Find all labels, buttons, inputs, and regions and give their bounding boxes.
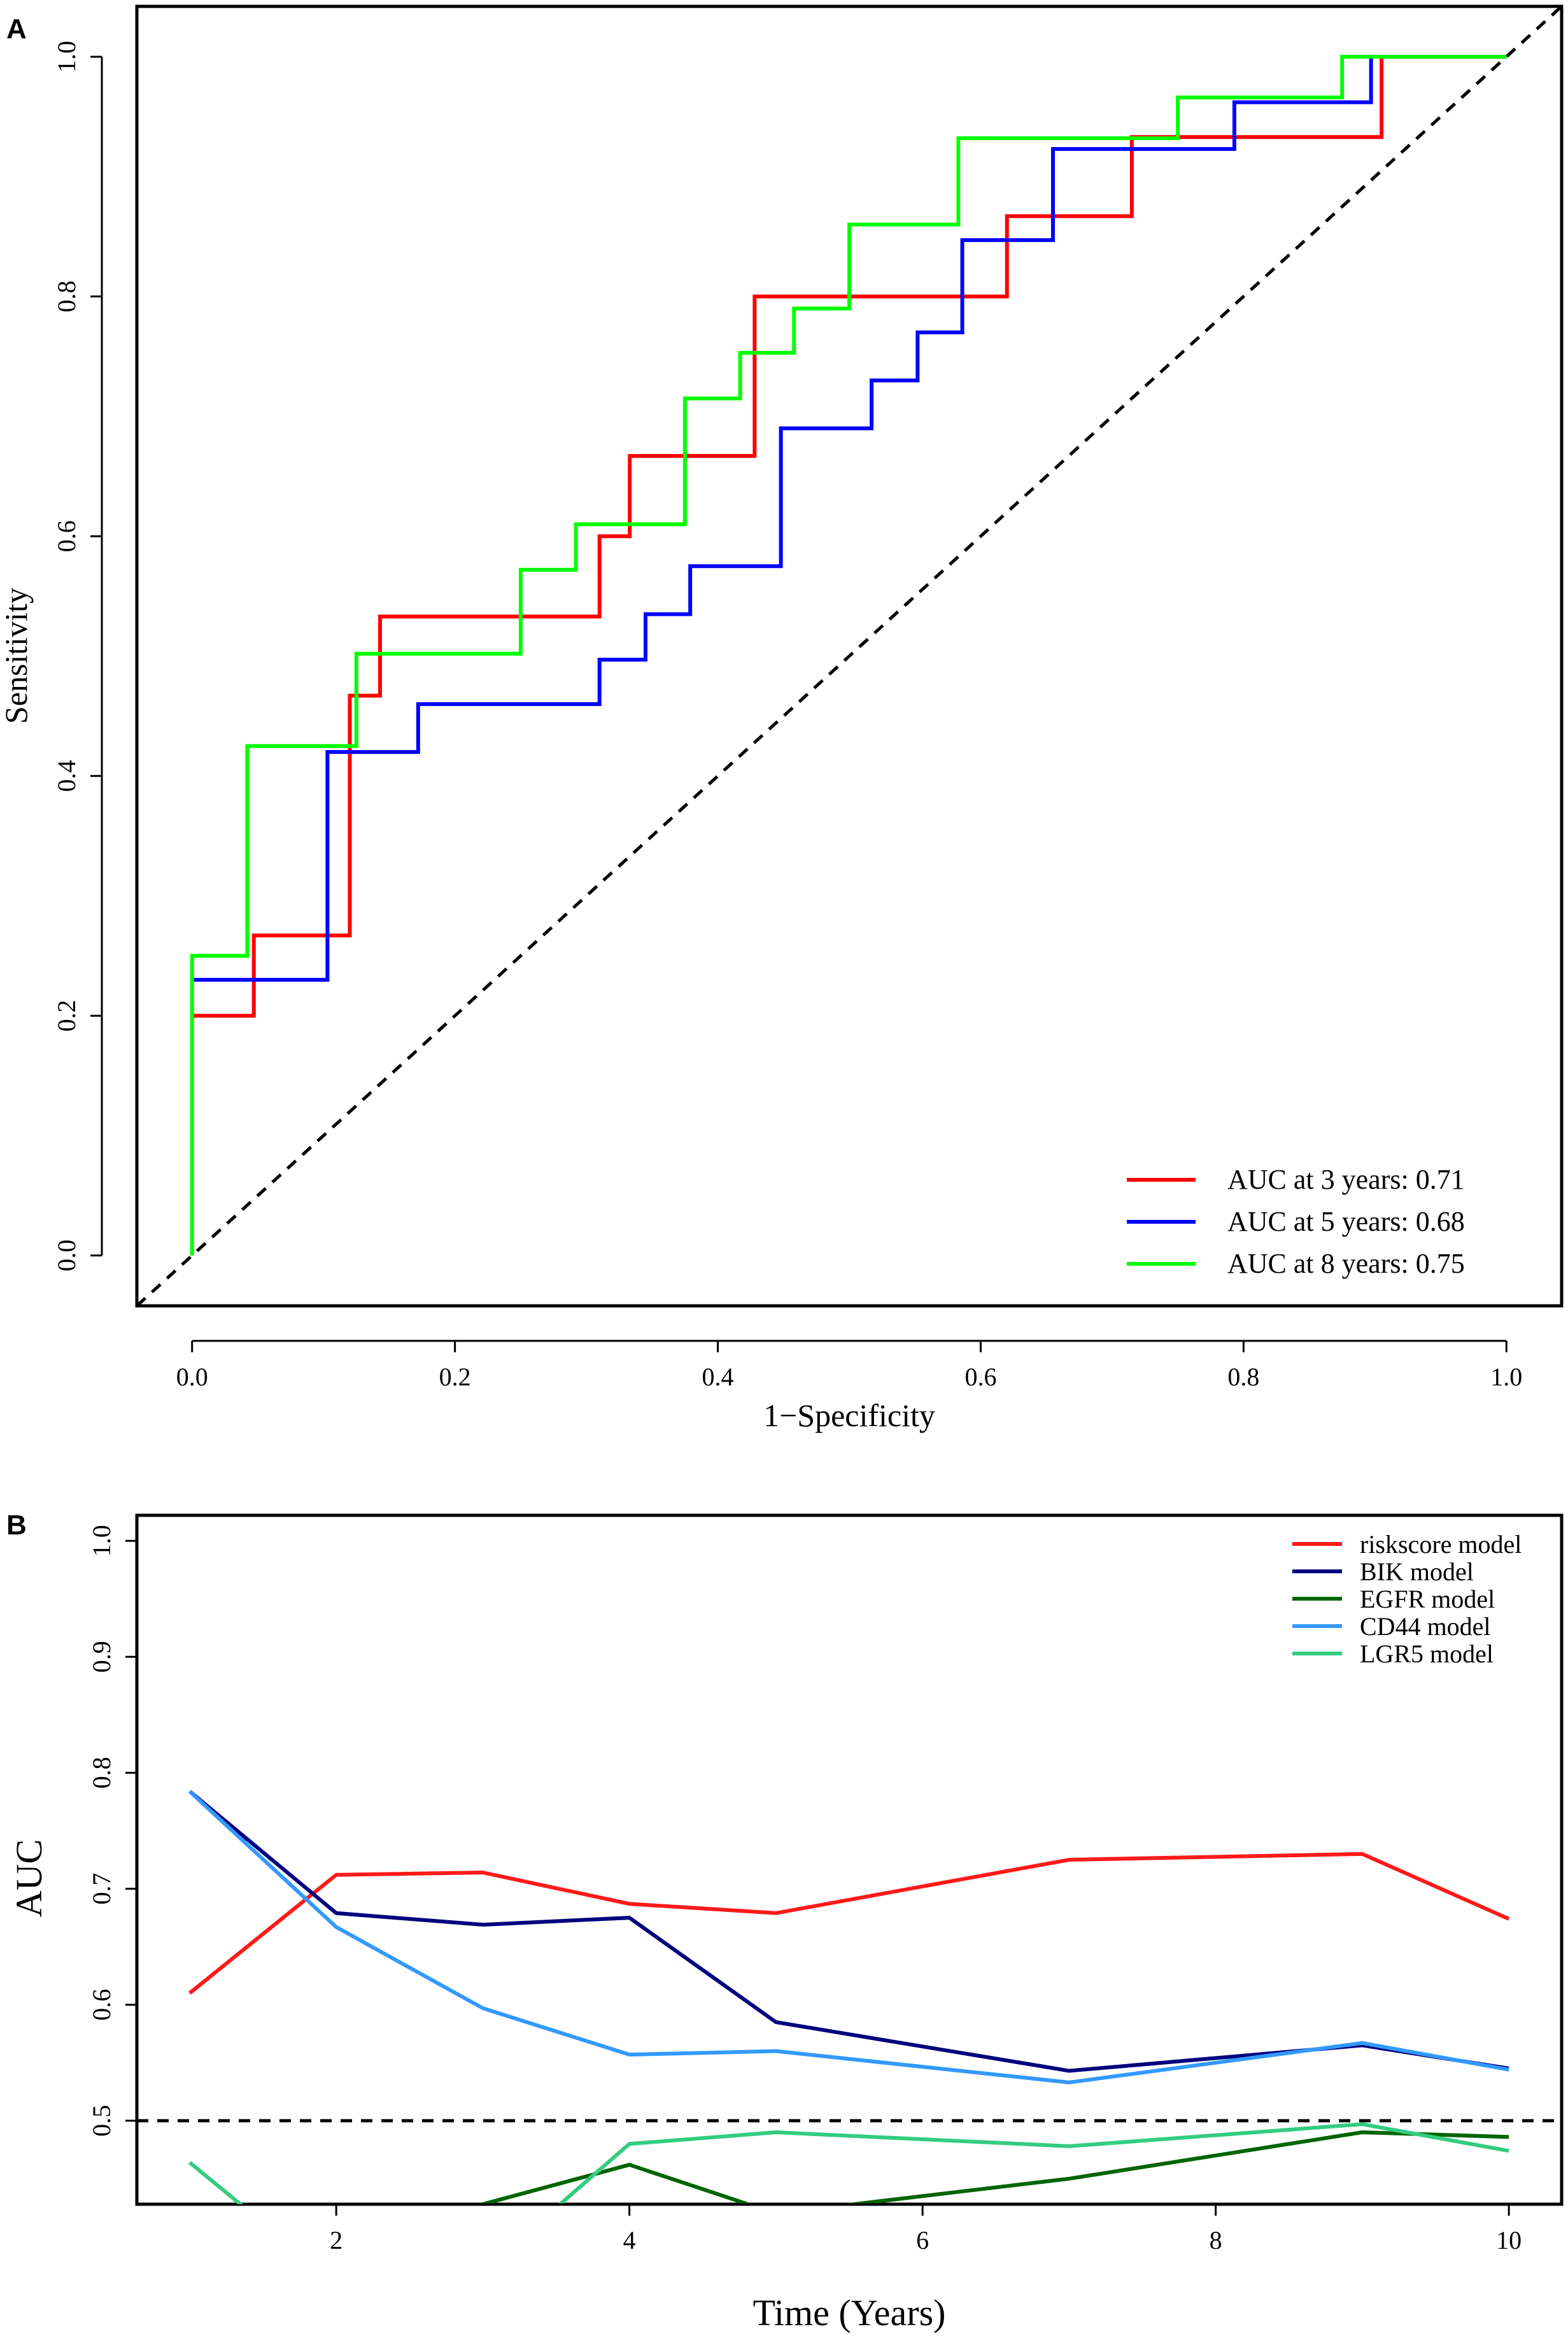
x-tick-label: 0.4 [702, 1363, 734, 1391]
auc-time-panel: 2 4 6 8 10 0.5 0.6 0.7 0.8 0.9 1.0 Time (Years) A… [8, 1513, 1564, 2333]
legend-label-bik-model: BIK model [1360, 1557, 1474, 1586]
reference-diagonal-line [137, 6, 1562, 1306]
x-tick-label: 0.0 [176, 1363, 208, 1391]
series-line-riskscore-model [188, 1851, 1510, 1995]
y-tick-label: 0.4 [52, 760, 81, 792]
roc-y-axis-title: Sensitivity [0, 588, 34, 724]
series-line-lgr5-model [188, 2122, 1509, 2204]
auc-series-layer [188, 1790, 1510, 2204]
auc-y-axis-title: AUC [8, 1839, 50, 1917]
x-tick-label: 6 [916, 2226, 929, 2255]
roc-plot-frame [135, 4, 1564, 1308]
roc-legend: AUC at 3 years: 0.71 AUC at 5 years: 0.68… [1127, 1164, 1465, 1279]
legend-label-auc-at-8-years-0-75: AUC at 8 years: 0.75 [1227, 1248, 1465, 1279]
series-line-cd44-model [188, 1790, 1509, 2085]
roc-series-layer [190, 55, 1507, 1256]
y-tick-label: 0.2 [52, 1000, 81, 1031]
x-tick-label: 0.8 [1227, 1363, 1259, 1391]
series-line-auc-at-8-years-0-75 [190, 55, 1507, 1256]
x-tick-label: 2 [330, 2226, 343, 2255]
series-line-auc-at-3-years-0-71 [192, 55, 1507, 1018]
y-tick-label: 0.6 [52, 520, 81, 552]
series-line-auc-at-5-years-0-68 [192, 55, 1507, 982]
y-tick-label: 0.7 [87, 1873, 116, 1905]
auc-x-axis-title: Time (Years) [753, 2292, 946, 2333]
x-tick-label: 0.6 [964, 1363, 996, 1391]
panel-a-letter: A [6, 13, 27, 45]
series-line-bik-model [188, 1790, 1509, 2073]
legend-label-cd44-model: CD44 model [1360, 1612, 1491, 1641]
series-line-egfr-model [476, 2130, 1509, 2204]
roc-y-axis: 0.0 0.2 0.4 0.6 0.8 1.0 [52, 41, 103, 1271]
y-tick-label: 0.5 [87, 2105, 116, 2137]
y-tick-label: 0.6 [87, 1989, 116, 2021]
roc-x-axis-title: 1−Specificity [763, 1398, 935, 1433]
x-tick-label: 1.0 [1490, 1363, 1522, 1391]
x-tick-label: 10 [1496, 2226, 1522, 2255]
x-tick-label: 4 [623, 2226, 636, 2255]
panel-b-letter: B [6, 1510, 27, 1541]
y-tick-label: 0.8 [87, 1757, 116, 1788]
auc-y-axis: 0.5 0.6 0.7 0.8 0.9 1.0 [87, 1525, 138, 2137]
x-tick-label: 0.2 [439, 1363, 471, 1391]
legend-label-auc-at-5-years-0-68: AUC at 5 years: 0.68 [1227, 1206, 1465, 1237]
roc-panel: 0.0 0.2 0.4 0.6 0.8 1.0 0.0 0.2 0.4 0.6 0.8 1.0 1−… [0, 4, 1564, 1433]
legend-label-lgr5-model: LGR5 model [1360, 1639, 1494, 1668]
y-tick-label: 1.0 [87, 1525, 116, 1557]
roc-reference-layer [137, 6, 1562, 1306]
legend-label-auc-at-3-years-0-71: AUC at 3 years: 0.71 [1227, 1164, 1465, 1195]
y-tick-label: 0.9 [87, 1641, 116, 1673]
x-tick-label: 8 [1210, 2226, 1222, 2255]
y-tick-label: 1.0 [52, 41, 81, 73]
legend-label-egfr-model: EGFR model [1360, 1585, 1495, 1613]
y-tick-label: 0.0 [52, 1240, 81, 1271]
legend-label-riskscore-model: riskscore model [1360, 1530, 1522, 1559]
auc-plot-frame [135, 1513, 1564, 2206]
y-tick-label: 0.8 [52, 281, 81, 313]
roc-x-axis: 0.0 0.2 0.4 0.6 0.8 1.0 [176, 1340, 1522, 1391]
auc-x-axis: 2 4 6 8 10 [330, 2203, 1522, 2255]
